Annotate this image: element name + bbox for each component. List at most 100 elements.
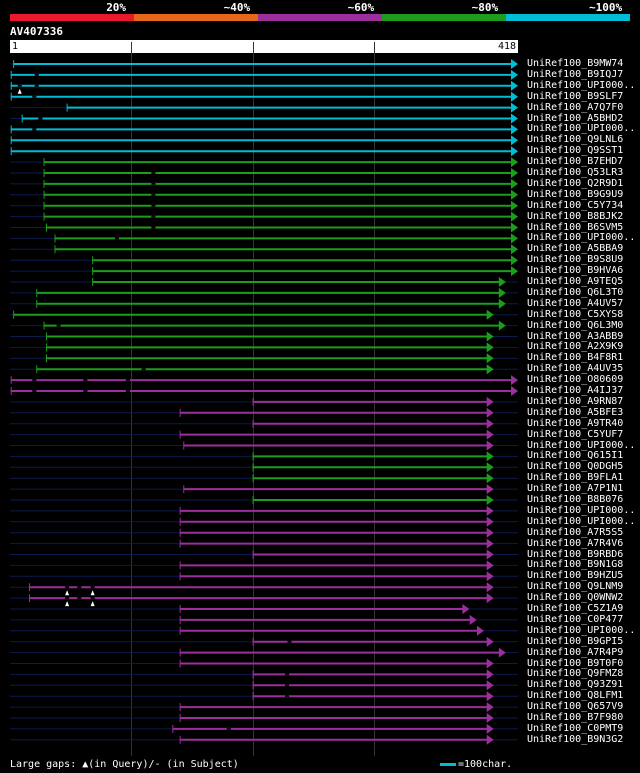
- query-gap-icon: [65, 590, 70, 596]
- hit-label-link[interactable]: UniRef100_C5YUF7: [527, 428, 624, 440]
- hit-label-link[interactable]: UniRef100_B9T0F0: [527, 657, 624, 669]
- scale-line-icon: [440, 762, 456, 766]
- hit-label-link[interactable]: UniRef100_A9RN87: [527, 395, 624, 407]
- scale-label: ~40%: [223, 1, 251, 14]
- scale-label: 20%: [106, 1, 127, 14]
- hit-label-link[interactable]: UniRef100_C0P477: [527, 613, 624, 625]
- hit-label-link[interactable]: UniRef100_Q9LNL6: [527, 134, 624, 146]
- hit-arrow-icon: [462, 604, 470, 614]
- hit-label-link[interactable]: UniRef100_Q8LFM1: [527, 690, 624, 702]
- hit-label-link[interactable]: UniRef100_A7R5S5: [527, 526, 624, 538]
- hit-label-link[interactable]: UniRef100_A5BBA9: [527, 243, 624, 255]
- hit-label-link[interactable]: UniRef100_Q9SST1: [527, 145, 624, 157]
- hit-label-link[interactable]: UniRef100_A3ABB9: [527, 330, 624, 342]
- hit-label-link[interactable]: UniRef100_UPI000..: [527, 232, 636, 244]
- hit-label-link[interactable]: UniRef100_A5BFE3: [527, 406, 624, 418]
- hit-label-link[interactable]: UniRef100_Q53LR3: [527, 167, 624, 178]
- hit-label-link[interactable]: UniRef100_B9HZU5: [527, 570, 624, 582]
- scale-legend: =100char.: [440, 759, 512, 770]
- hit-label-link[interactable]: UniRef100_C5Y734: [527, 199, 624, 211]
- hit-arrow-icon: [486, 582, 494, 593]
- hit-label-link[interactable]: UniRef100_A4UV57: [527, 297, 624, 309]
- hit-label-link[interactable]: UniRef100_A9TR40: [527, 417, 624, 429]
- subject-gap-mark: [34, 73, 39, 76]
- hit-label-link[interactable]: UniRef100_B4F8R1: [527, 352, 624, 364]
- hit-label-link[interactable]: UniRef100_Q93Z91: [527, 679, 624, 691]
- subject-gap-mark: [32, 379, 37, 382]
- hit-label-link[interactable]: UniRef100_B7F980: [527, 712, 624, 723]
- hit-label-link[interactable]: UniRef100_B9RBD6: [527, 548, 624, 560]
- hit-label-link[interactable]: UniRef100_A7P1N1: [527, 483, 624, 495]
- hit-arrow-icon: [511, 69, 518, 80]
- hit-label-link[interactable]: UniRef100_B9N1G8: [527, 559, 624, 571]
- query-name: AV407336: [10, 25, 63, 38]
- hit-label-link[interactable]: UniRef100_B9MW74: [527, 58, 624, 69]
- hit-label-link[interactable]: UniRef100_B9IQJ7: [527, 68, 624, 80]
- subject-gap-mark: [32, 390, 37, 392]
- hit-label-link[interactable]: UniRef100_A7R4V6: [527, 537, 624, 549]
- hit-label-link[interactable]: UniRef100_A2X9K9: [527, 341, 624, 353]
- subject-gap-mark: [141, 368, 146, 371]
- hit-arrow-icon: [486, 527, 494, 538]
- hit-arrow-icon: [498, 320, 506, 331]
- scale-label: ~80%: [471, 1, 499, 14]
- hit-arrow-icon: [486, 473, 494, 484]
- hit-label-link[interactable]: UniRef100_A5BHD2: [527, 112, 624, 124]
- subject-gap-mark: [65, 597, 70, 600]
- hit-arrow-icon: [486, 353, 494, 364]
- hit-label-link[interactable]: UniRef100_A7Q7F0: [527, 101, 624, 113]
- subject-gap-mark: [32, 128, 37, 131]
- hit-label-link[interactable]: UniRef100_B8B076: [527, 494, 624, 505]
- hit-arrow-icon: [486, 593, 494, 604]
- hit-label-link[interactable]: UniRef100_Q6L3T0: [527, 286, 624, 298]
- hit-label-link[interactable]: UniRef100_B9G9U9: [527, 188, 624, 200]
- subject-gap-mark: [90, 586, 95, 589]
- hit-label-link[interactable]: UniRef100_B9N3G2: [527, 733, 624, 745]
- hit-label-link[interactable]: UniRef100_C5XYS8: [527, 308, 624, 320]
- subject-gap-mark: [151, 215, 156, 218]
- hit-arrow-icon: [511, 244, 518, 255]
- hit-label-link[interactable]: UniRef100_C5Z1A9: [527, 603, 624, 614]
- hit-label-link[interactable]: UniRef100_Q0DGH5: [527, 461, 624, 473]
- hit-arrow-icon: [486, 538, 494, 549]
- hit-arrow-icon: [511, 157, 518, 168]
- hit-label-link[interactable]: UniRef100_B9GPI5: [527, 635, 624, 647]
- scale-legend-text: =100char.: [458, 759, 513, 770]
- hit-label-link[interactable]: UniRef100_UPI000..: [527, 515, 636, 527]
- hit-arrow-icon: [486, 516, 494, 527]
- hit-label-link[interactable]: UniRef100_A9TEQ5: [527, 276, 624, 287]
- hit-label-link[interactable]: UniRef100_B7EHD7: [527, 156, 624, 168]
- hit-arrow-icon: [486, 462, 494, 473]
- hit-label-link[interactable]: UniRef100_UPI000..: [527, 439, 636, 451]
- hit-arrow-icon: [498, 287, 506, 298]
- hit-label-link[interactable]: UniRef100_B9S8U9: [527, 254, 624, 266]
- hit-label-link[interactable]: UniRef100_UPI000..: [527, 624, 636, 636]
- hit-label-link[interactable]: UniRef100_B9HVA6: [527, 265, 624, 277]
- hit-label-link[interactable]: UniRef100_O80609: [527, 374, 624, 386]
- hit-label-link[interactable]: UniRef100_Q2R9D1: [527, 177, 624, 189]
- hit-label-link[interactable]: UniRef100_B9FLA1: [527, 472, 624, 484]
- hit-label-link[interactable]: UniRef100_A7R4P9: [527, 646, 624, 658]
- hit-label-link[interactable]: UniRef100_A4IJ37: [527, 385, 624, 396]
- hit-label-link[interactable]: UniRef100_B8BJK2: [527, 210, 624, 222]
- hit-label-link[interactable]: UniRef100_Q615I1: [527, 450, 624, 462]
- hit-arrow-icon: [486, 309, 494, 320]
- hit-label-link[interactable]: UniRef100_Q0WNW2: [527, 592, 624, 604]
- hit-label-link[interactable]: UniRef100_B6SVM5: [527, 221, 624, 233]
- hit-label-link[interactable]: UniRef100_UPI000..: [527, 123, 636, 135]
- hit-label-link[interactable]: UniRef100_Q657V9: [527, 701, 624, 713]
- hit-arrow-icon: [486, 713, 494, 723]
- hit-label-link[interactable]: UniRef100_A4UV35: [527, 363, 624, 375]
- scale-label: ~60%: [347, 1, 375, 14]
- hit-label-link[interactable]: UniRef100_UPI000..: [527, 504, 636, 516]
- hit-label-link[interactable]: UniRef100_Q9LNM9: [527, 581, 624, 593]
- hit-label-link[interactable]: UniRef100_UPI000..: [527, 79, 636, 91]
- hit-arrow-icon: [511, 135, 518, 146]
- hit-label-link[interactable]: UniRef100_C0PMT9: [527, 722, 624, 734]
- hit-label-link[interactable]: UniRef100_B9SLF7: [527, 90, 624, 102]
- hit-arrow-icon: [511, 102, 518, 113]
- subject-gap-mark: [56, 324, 61, 327]
- hit-label-link[interactable]: UniRef100_Q6L3M0: [527, 319, 624, 331]
- hit-label-link[interactable]: UniRef100_Q9FMZ8: [527, 668, 624, 680]
- hit-arrow-icon: [486, 451, 494, 462]
